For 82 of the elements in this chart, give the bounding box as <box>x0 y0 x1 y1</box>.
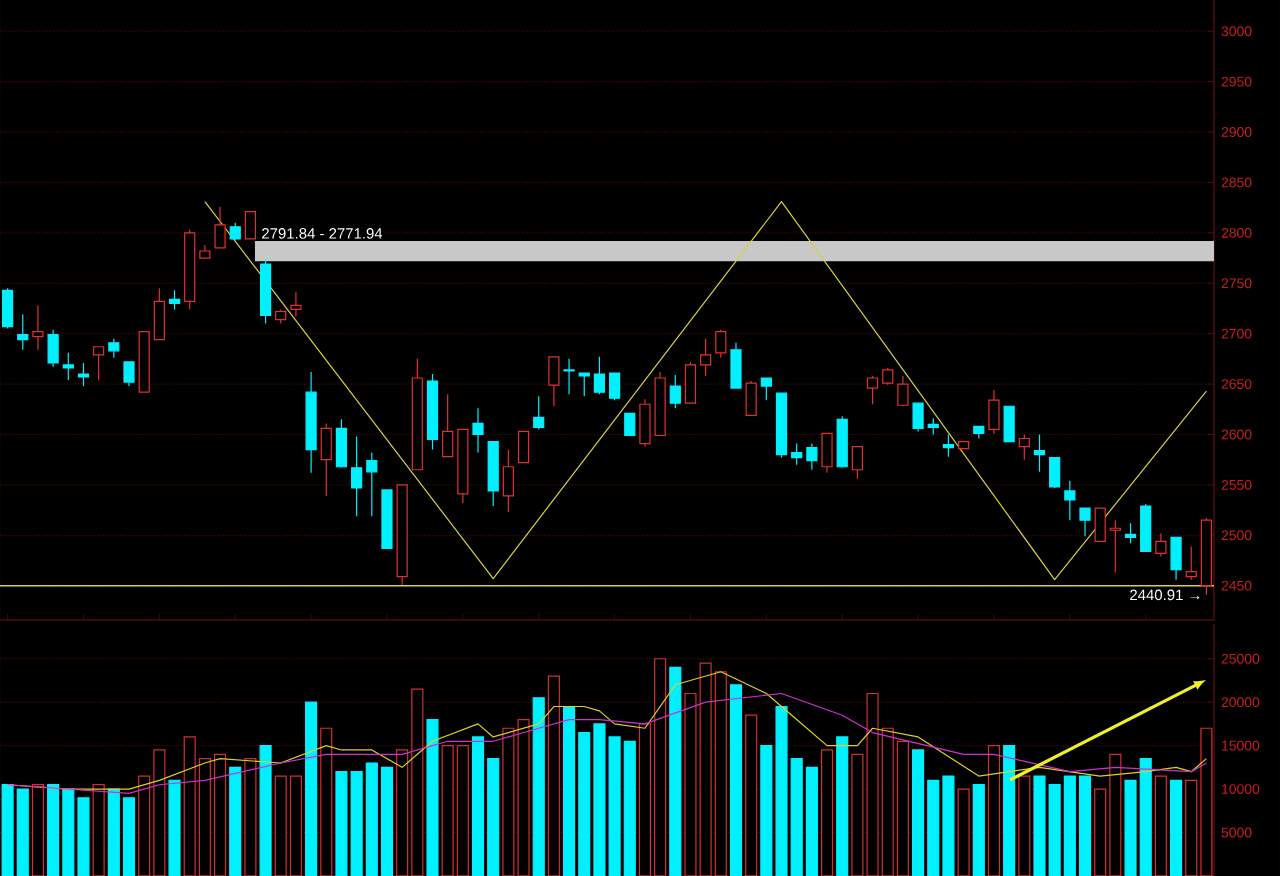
candlestick <box>700 338 712 377</box>
candlestick <box>1140 503 1152 553</box>
candlestick <box>168 289 181 311</box>
candlestick <box>1170 536 1182 581</box>
bar <box>1003 745 1016 876</box>
candlestick <box>305 371 317 474</box>
candlestick <box>1003 405 1015 443</box>
candlestick <box>32 304 44 351</box>
candlestick <box>730 342 742 389</box>
candlestick <box>821 432 833 474</box>
candlestick <box>184 229 196 311</box>
candlestick <box>973 425 985 440</box>
candlestick <box>259 259 272 325</box>
candlestick <box>214 206 226 249</box>
line-series <box>204 201 1208 581</box>
candlestick <box>17 313 29 351</box>
candlestick <box>942 433 955 458</box>
candlestick <box>1018 433 1030 461</box>
candlestick <box>1064 480 1076 521</box>
candlestick <box>366 452 378 517</box>
candlestick <box>958 440 970 450</box>
candlestick <box>472 407 484 454</box>
candlestick <box>381 489 393 549</box>
candlestick <box>320 422 332 497</box>
bar <box>229 766 242 876</box>
candlestick <box>988 389 1000 435</box>
candlestick <box>426 373 439 451</box>
candlestick <box>442 393 454 458</box>
candlestick <box>912 402 924 433</box>
candlestick <box>1124 522 1137 544</box>
candlestick <box>715 329 727 359</box>
bar <box>532 697 545 876</box>
candlestick <box>47 329 59 368</box>
candlestick <box>77 362 90 387</box>
candlestick <box>608 372 621 401</box>
candlestick <box>791 442 803 466</box>
candlestick <box>275 308 287 325</box>
candlestick <box>897 375 909 407</box>
candlestick <box>396 484 408 586</box>
candlestick <box>1155 532 1167 558</box>
candlestick <box>457 428 469 504</box>
candlestick <box>548 356 560 407</box>
candlestick <box>351 435 363 517</box>
candlestick <box>624 412 636 437</box>
candlestick <box>533 395 545 431</box>
candlestick <box>502 449 514 513</box>
candlestick <box>563 358 575 395</box>
candlestick <box>578 372 590 397</box>
candlestick <box>1049 457 1061 489</box>
candlestick <box>123 361 135 387</box>
candlestick <box>153 287 165 341</box>
candlestick <box>882 367 894 386</box>
candlestick <box>593 356 606 395</box>
bar <box>972 784 985 876</box>
candlestick <box>487 440 499 507</box>
candlestick <box>927 417 939 436</box>
candlestick <box>775 392 788 459</box>
candlestick <box>93 346 105 381</box>
candlestick <box>517 430 530 464</box>
candlestick <box>806 442 818 471</box>
candlestick <box>199 244 211 259</box>
candlestick <box>745 380 757 416</box>
bar <box>669 666 682 876</box>
candlestick <box>62 352 74 381</box>
candlestick <box>290 291 302 318</box>
candlestick <box>229 222 241 241</box>
candlestick <box>836 415 848 469</box>
candlestick <box>669 374 681 409</box>
candlestick <box>1079 507 1091 537</box>
candlestick <box>335 418 348 469</box>
candlestick <box>138 331 150 393</box>
candlestick <box>1033 433 1046 473</box>
candlestick <box>411 358 423 471</box>
candlestick <box>1109 519 1121 574</box>
candlestick <box>1185 545 1197 581</box>
candlestick <box>851 445 863 480</box>
candlestick <box>684 361 697 404</box>
candlestick <box>866 375 879 405</box>
candlestick <box>108 338 120 359</box>
candlestick <box>2 287 14 330</box>
candlestick <box>760 377 772 401</box>
candlestick <box>1094 507 1106 542</box>
